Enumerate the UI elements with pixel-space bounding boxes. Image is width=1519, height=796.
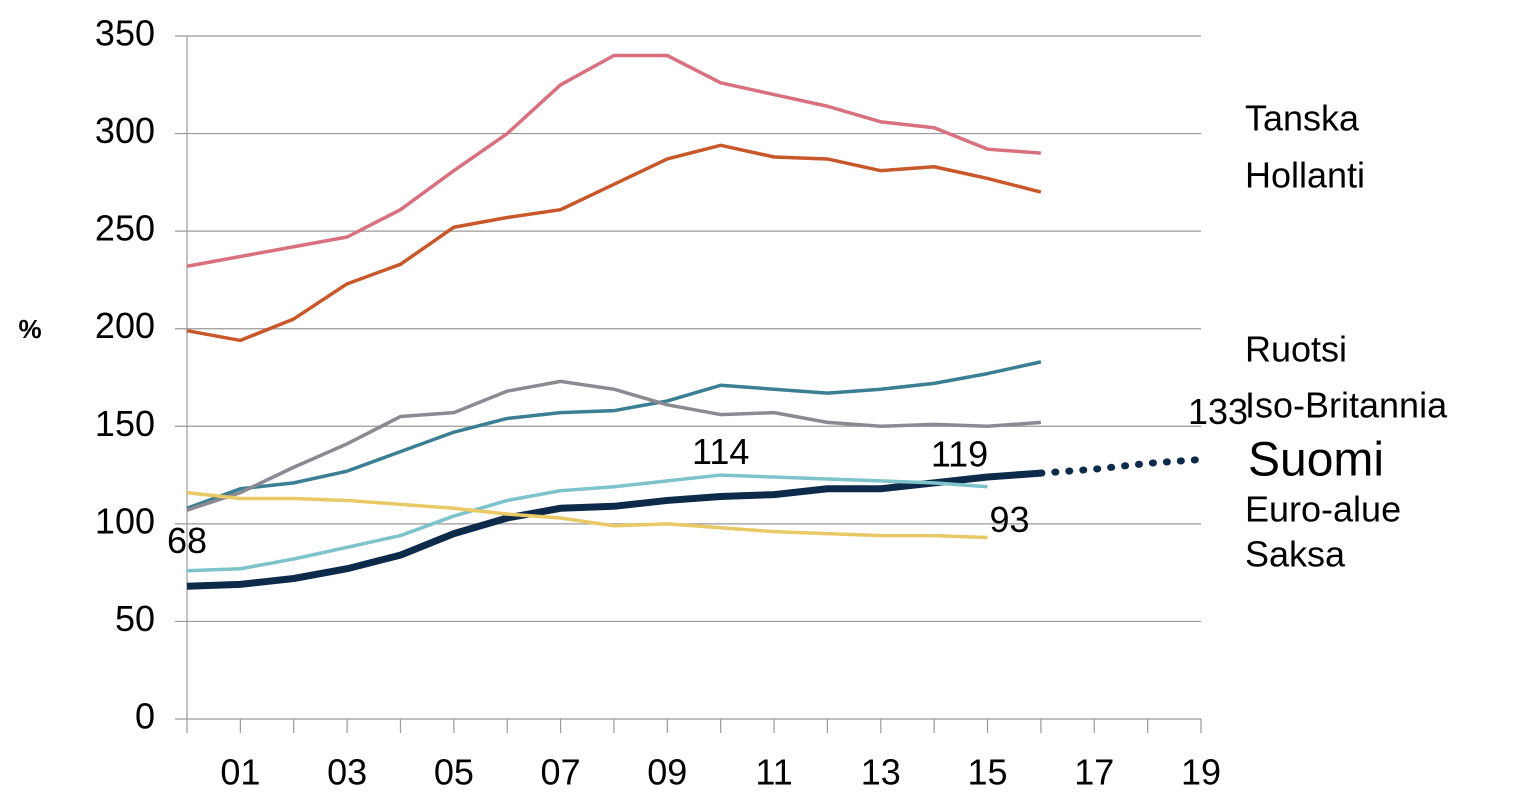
value-label: 93 (990, 499, 1030, 540)
value-label: 114 (692, 431, 749, 472)
legend-label: Ruotsi (1245, 329, 1347, 370)
value-label: 133 (1188, 391, 1248, 432)
x-tick-label: 01 (220, 752, 260, 793)
y-tick-label: 100 (95, 500, 155, 541)
value-label: 68 (167, 520, 207, 561)
y-tick-label: 300 (95, 110, 155, 151)
y-tick-label: 250 (95, 208, 155, 249)
x-tick-label: 13 (861, 752, 901, 793)
y-tick-label: 350 (95, 13, 155, 54)
x-tick-label: 05 (434, 752, 474, 793)
legend-label: Iso-Britannia (1245, 385, 1448, 426)
y-tick-label: 200 (95, 305, 155, 346)
x-tick-label: 09 (647, 752, 687, 793)
series-line (186, 469, 1042, 590)
legend-label: Euro-alue (1245, 489, 1401, 530)
y-tick-label: 150 (95, 403, 155, 444)
x-tick-label: 07 (541, 752, 581, 793)
projection-line (1037, 455, 1205, 477)
x-tick-label: 15 (968, 752, 1008, 793)
legend-label: Hollanti (1245, 155, 1365, 196)
x-tick-label: 03 (327, 752, 367, 793)
x-tick-label: 17 (1074, 752, 1114, 793)
y-tick-label: 50 (115, 598, 155, 639)
legend-label: Suomi (1248, 434, 1384, 487)
legend-label: Saksa (1245, 534, 1346, 575)
x-tick-label: 19 (1181, 752, 1221, 793)
series-line (186, 53, 1042, 268)
series-line (186, 473, 988, 573)
y-axis-label: % (18, 314, 41, 344)
series-line (186, 143, 1042, 343)
x-tick-label: 11 (755, 752, 792, 793)
y-tick-label: 0 (135, 696, 155, 737)
legend-label: Tanska (1245, 98, 1360, 139)
series-line (186, 490, 988, 540)
series-line (186, 379, 1042, 512)
value-label: 119 (931, 433, 988, 474)
series-line (186, 360, 1042, 510)
